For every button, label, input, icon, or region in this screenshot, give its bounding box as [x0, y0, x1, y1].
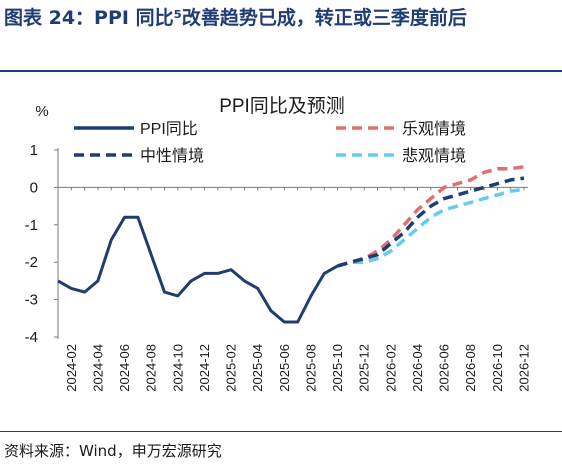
source-divider — [0, 431, 562, 432]
x-tick-label: 2025-02 — [224, 344, 239, 392]
chart-title: PPI同比及预测 — [219, 95, 345, 117]
legend-label: 悲观情境 — [402, 146, 466, 165]
title-divider — [0, 70, 562, 72]
x-tick-label: 2025-04 — [250, 344, 265, 392]
x-tick-label: 2026-02 — [383, 344, 398, 392]
axes: 1 0 -1 -2 -3 -4 2024-02 2024-04 2024-06 2024-08 20… — [25, 142, 532, 392]
x-tick-label: 2024-10 — [170, 344, 185, 392]
x-tick-label: 2026-04 — [410, 344, 425, 392]
legend-label: 中性情境 — [140, 146, 204, 165]
y-tick-label: -1 — [25, 217, 38, 234]
x-tick-label: 2026-12 — [517, 344, 532, 392]
y-tick-label: -2 — [25, 254, 38, 271]
x-tick-label: 2024-12 — [197, 344, 212, 392]
y-axis-unit-label: % — [35, 103, 48, 120]
series-line — [337, 165, 525, 268]
x-tick-label: 2026-08 — [463, 344, 478, 392]
figure-title: 图表 24：PPI 同比⁵改善趋势已成，转正或三季度前后 — [4, 7, 467, 29]
x-tick-label: 2025-10 — [330, 344, 345, 392]
y-tick-label: 0 — [30, 179, 38, 196]
series-line — [337, 176, 525, 268]
y-tick-label: -3 — [25, 292, 38, 309]
legend-label: 乐观情境 — [402, 119, 466, 138]
series-layer — [57, 165, 525, 324]
x-tick-label: 2026-10 — [490, 344, 505, 392]
x-tick-label: 2024-04 — [90, 344, 105, 392]
x-tick-label: 2025-12 — [357, 344, 372, 392]
x-tick-label: 2025-08 — [303, 344, 318, 392]
source-note: 资料来源：Wind，申万宏源研究 — [4, 442, 222, 460]
x-tick-label: 2024-08 — [144, 344, 159, 392]
legend-label: PPI同比 — [140, 120, 198, 138]
chart: PPI同比及预测 % 1 0 -1 -2 -3 -4 2024-02 2024-04 2024-… — [25, 95, 532, 392]
y-tick-label: 1 — [30, 142, 38, 159]
series-line — [57, 215, 339, 324]
x-tick-label: 2025-06 — [277, 344, 292, 392]
x-tick-label: 2026-06 — [437, 344, 452, 392]
x-tick-label: 2024-06 — [117, 344, 132, 392]
y-tick-label: -4 — [25, 329, 38, 346]
x-tick-label: 2024-02 — [64, 344, 79, 392]
